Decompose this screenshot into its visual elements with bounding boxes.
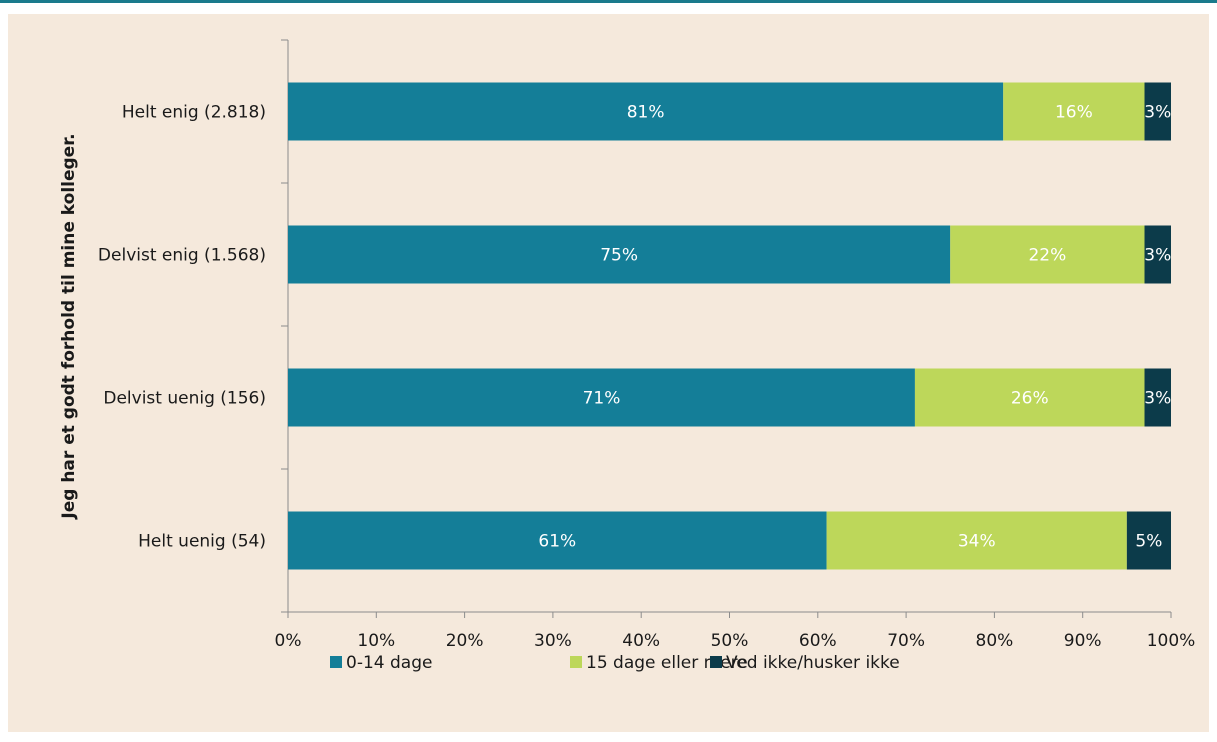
data-label: 16% [1055, 103, 1093, 123]
bar-segment [288, 368, 915, 427]
bar-segment [826, 511, 1127, 570]
legend-swatch [710, 656, 722, 668]
x-tick-label: 90% [1064, 631, 1102, 651]
data-label: 26% [1011, 389, 1049, 409]
data-label: 3% [1144, 103, 1171, 123]
x-tick-label: 50% [711, 631, 749, 651]
bar-segment [288, 225, 951, 284]
x-tick-label: 30% [534, 631, 572, 651]
bar-segment [288, 82, 1004, 141]
data-label: 75% [600, 246, 638, 266]
bar-segment [1003, 82, 1145, 141]
data-label: 22% [1028, 246, 1066, 266]
bar-segment [914, 368, 1145, 427]
x-tick-label: 70% [887, 631, 925, 651]
x-tick-label: 60% [799, 631, 837, 651]
data-label: 34% [958, 532, 996, 552]
bar-segment [1126, 511, 1171, 570]
legend-swatch [330, 656, 342, 668]
bar-segment [288, 511, 827, 570]
x-tick-label: 100% [1147, 631, 1196, 651]
data-label: 3% [1144, 389, 1171, 409]
bar-segment [1144, 82, 1171, 141]
x-tick-label: 10% [357, 631, 395, 651]
y-axis-title: Jeg har et godt forhold til mine kollege… [59, 133, 79, 519]
x-tick-label: 20% [446, 631, 484, 651]
legend-label: 15 dage eller mere [586, 653, 748, 673]
legend-swatch [570, 656, 582, 668]
bar-segment [950, 225, 1145, 284]
data-label: 5% [1135, 532, 1162, 552]
category-label: Delvist uenig (156) [103, 389, 266, 409]
category-label: Delvist enig (1.568) [98, 246, 266, 266]
bar-segment [1144, 368, 1171, 427]
data-label: 81% [627, 103, 665, 123]
bar-segment [1144, 225, 1171, 284]
data-label: 3% [1144, 246, 1171, 266]
legend-label: Ved ikke/husker ikke [726, 653, 900, 673]
category-label: Helt uenig (54) [138, 532, 266, 552]
legend-label: 0-14 dage [346, 653, 432, 673]
data-label: 61% [538, 532, 576, 552]
x-tick-label: 0% [275, 631, 302, 651]
top-rule [0, 0, 1217, 3]
x-tick-label: 80% [976, 631, 1014, 651]
data-label: 71% [583, 389, 621, 409]
category-label: Helt enig (2.818) [122, 103, 266, 123]
x-tick-label: 40% [622, 631, 660, 651]
